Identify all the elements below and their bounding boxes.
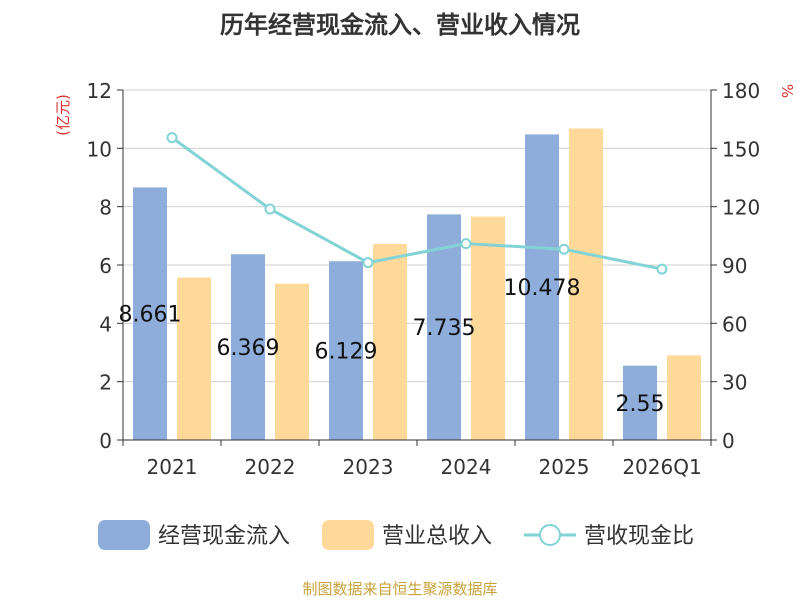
right-axis-tick-label: 180	[722, 79, 760, 103]
bar-value-label: 2.55	[616, 392, 665, 417]
grid	[123, 89, 711, 383]
ratio-point	[166, 132, 178, 144]
ratio-point	[362, 257, 374, 269]
ratio-point	[264, 203, 276, 215]
ratio-line-path	[171, 136, 663, 271]
bar-营业总收入	[471, 216, 505, 440]
bar-value-label: 6.369	[217, 336, 280, 361]
bar-经营现金流入	[133, 187, 167, 440]
right-axis-tick-label: 30	[722, 371, 747, 395]
x-axis-tick-label: 2025	[539, 455, 590, 479]
bar-经营现金流入	[525, 134, 559, 440]
legend-label: 营收现金比	[584, 524, 694, 549]
left-axis-tick-label: 6	[99, 254, 112, 278]
legend-label: 经营现金流入	[158, 524, 290, 549]
right-axis-tick-label: 90	[722, 254, 747, 278]
data-labels: 8.661 6.369 6.129 7.735 10.478 2.55	[119, 276, 665, 417]
bar-营业总收入	[667, 355, 701, 440]
bar-value-label: 8.661	[119, 303, 182, 328]
x-axis-tick-label: 2024	[441, 455, 492, 479]
left-axis-tick-label: 12	[87, 79, 112, 103]
bar-经营现金流入	[231, 254, 265, 440]
ratio-line	[166, 132, 668, 275]
source-note: 制图数据来自恒生聚源数据库	[302, 580, 497, 598]
x-axis-tick-label: 2023	[343, 455, 394, 479]
bar-营业总收入	[275, 283, 309, 440]
bar-value-label: 10.478	[504, 276, 581, 301]
ratio-point	[460, 238, 472, 250]
left-axis-tick-label: 10	[87, 137, 112, 161]
bar-营业总收入	[569, 128, 603, 440]
bar-营业总收入	[373, 244, 407, 440]
bar-value-label: 6.129	[315, 340, 378, 365]
bar-经营现金流入	[427, 214, 461, 440]
legend-swatch-经营现金流入	[98, 520, 150, 550]
right-axis-unit: %	[778, 84, 796, 98]
legend-label: 营业总收入	[382, 524, 492, 549]
left-axis-tick-label: 4	[99, 312, 112, 336]
bar-value-label: 7.735	[413, 316, 476, 341]
right-axis-tick-label: 60	[722, 312, 747, 336]
right-axis-tick-label: 120	[722, 196, 760, 220]
right-axis-tick-label: 0	[722, 429, 735, 453]
right-axis-tick-label: 150	[722, 137, 760, 161]
x-axis-tick-label: 2021	[147, 455, 198, 479]
legend: 经营现金流入 营业总收入 营收现金比	[98, 520, 694, 550]
bar-营业总收入	[177, 277, 211, 440]
bar-经营现金流入	[623, 365, 657, 440]
chart-title: 历年经营现金流入、营业收入情况	[220, 11, 580, 39]
left-axis-tick-label: 8	[99, 196, 112, 220]
ratio-point	[656, 263, 668, 275]
legend-swatch-marker	[539, 524, 561, 546]
left-axis-tick-label: 2	[99, 371, 112, 395]
ratio-point	[558, 243, 570, 255]
left-axis-unit: (亿元)	[54, 94, 72, 136]
bars	[133, 128, 701, 440]
legend-swatch-营业总收入	[322, 520, 374, 550]
left-axis-tick-label: 0	[99, 429, 112, 453]
x-axis-tick-label: 2026Q1	[622, 455, 701, 479]
x-axis-tick-label: 2022	[245, 455, 296, 479]
bar-经营现金流入	[329, 261, 363, 440]
